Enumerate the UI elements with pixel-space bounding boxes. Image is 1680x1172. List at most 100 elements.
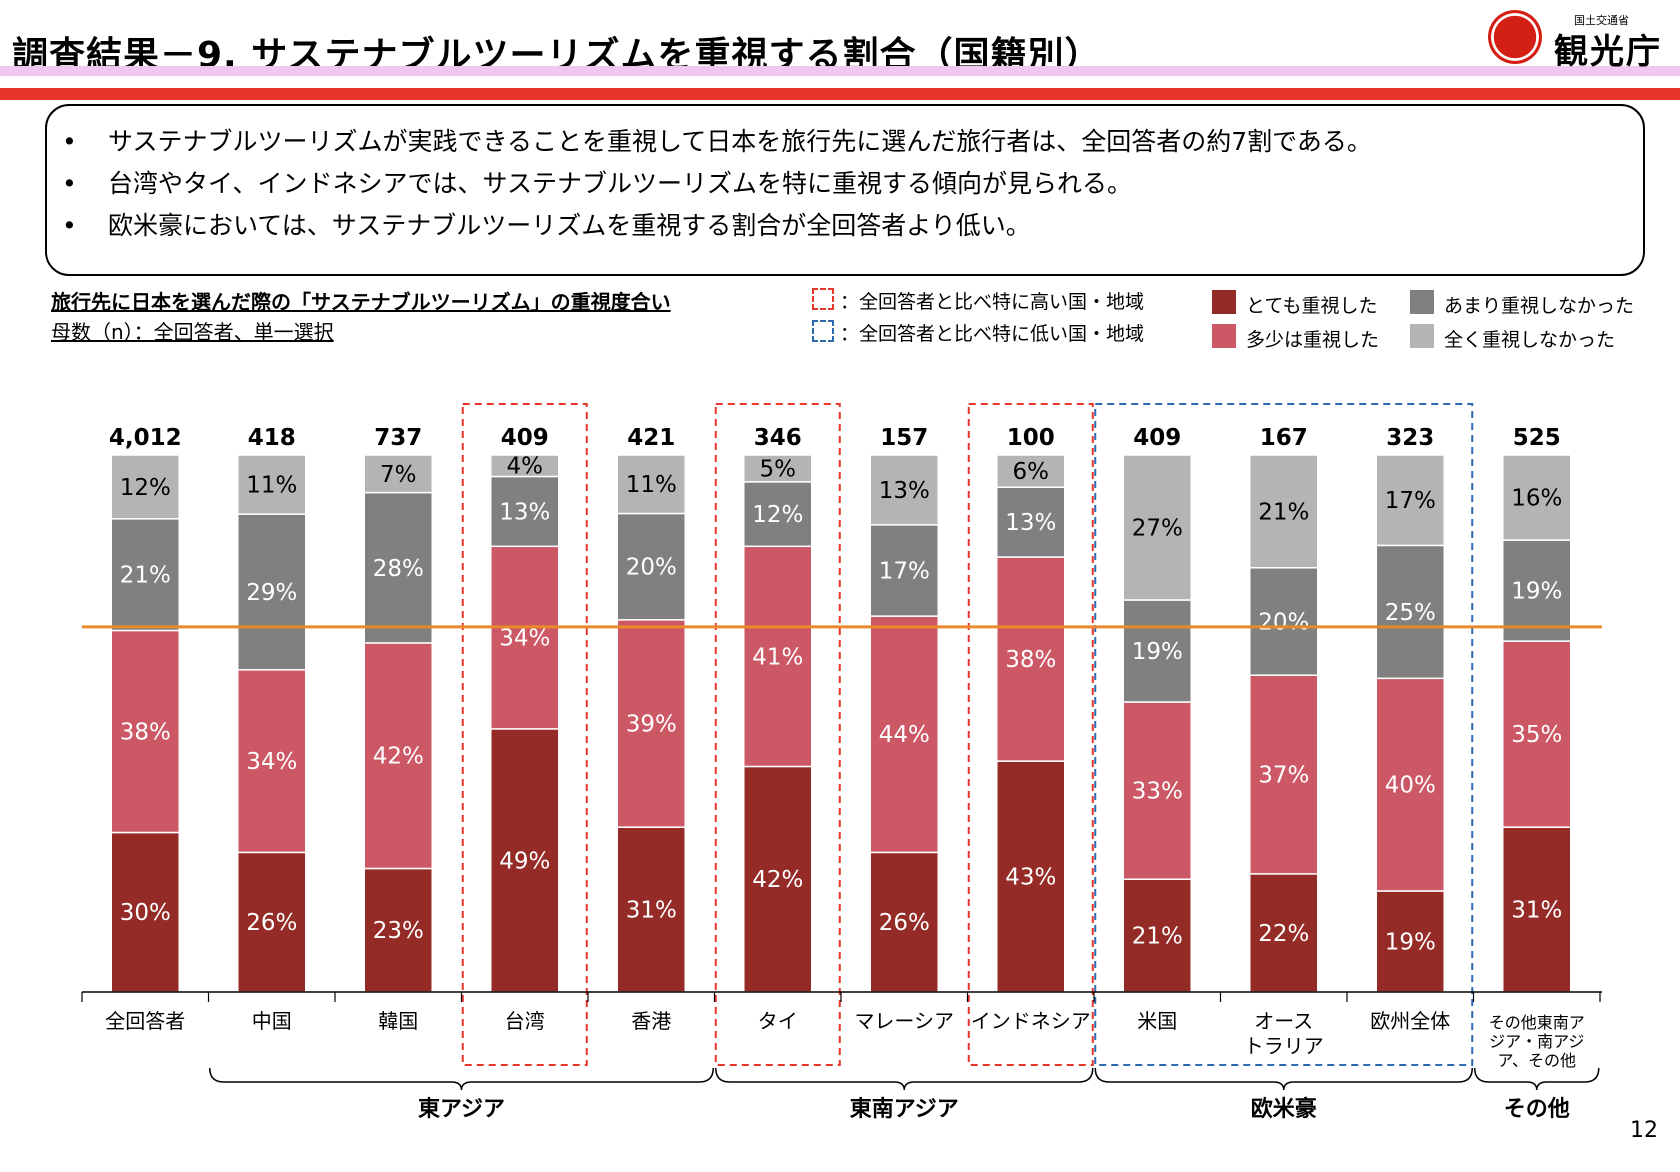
bar-segment xyxy=(1502,826,1572,993)
n-count-label: 409 xyxy=(1133,425,1181,451)
bar-value-label: 20% xyxy=(1258,609,1309,635)
bar-value-label: 21% xyxy=(1132,924,1183,950)
category-label: ジア・南アジ xyxy=(1489,1032,1584,1051)
n-count-label: 4,012 xyxy=(109,425,182,451)
bar-value-label: 39% xyxy=(626,712,677,738)
bar-value-label: 11% xyxy=(246,473,297,499)
bar-value-label: 5% xyxy=(760,456,797,482)
legend-swatch xyxy=(1212,324,1236,348)
bar-value-label: 17% xyxy=(1385,488,1436,514)
bar-segment xyxy=(1502,454,1572,541)
high-highlight-box xyxy=(967,403,1094,1066)
category-label: インドネシア xyxy=(971,1009,1091,1033)
group-brace xyxy=(209,1067,714,1091)
category-label: マレーシア xyxy=(854,1009,954,1033)
category-label: 全回答者 xyxy=(105,1009,185,1033)
category-label: 香港 xyxy=(631,1009,671,1033)
sun-logo-icon xyxy=(1488,10,1542,64)
category-label: ア、その他 xyxy=(1498,1051,1576,1070)
bar-segment xyxy=(1375,454,1445,547)
bar-value-label: 20% xyxy=(626,555,677,581)
title-red-rule xyxy=(0,88,1680,100)
bar-segment xyxy=(996,556,1066,762)
bullet-icon: • xyxy=(62,211,77,240)
bar-segment xyxy=(1249,567,1319,676)
bar-segment xyxy=(1249,873,1319,993)
bar-value-label: 21% xyxy=(1258,499,1309,525)
n-count-label: 167 xyxy=(1260,425,1308,451)
low-highlight-box xyxy=(1094,403,1474,1066)
bar-segment xyxy=(237,454,307,515)
bar-value-label: 34% xyxy=(246,749,297,775)
bar-value-label: 23% xyxy=(373,918,424,944)
bar-value-label: 19% xyxy=(1132,639,1183,665)
bar-segment xyxy=(743,765,813,993)
bar-value-label: 29% xyxy=(246,580,297,606)
group-label: その他 xyxy=(1504,1097,1570,1122)
legend-swatch xyxy=(1410,290,1434,314)
bar-segment xyxy=(490,475,560,548)
bar-segment xyxy=(869,454,939,526)
chart-base-note: 母数（n）：全回答者、単一選択 xyxy=(51,320,334,344)
category-label: トラリア xyxy=(1244,1034,1324,1058)
bar-value-label: 27% xyxy=(1132,515,1183,541)
bar-value-label: 12% xyxy=(120,475,171,501)
agency-logo: 国土交通省 観光庁 xyxy=(1488,8,1668,72)
group-label: 東南アジア xyxy=(850,1097,959,1122)
summary-line-3: • 欧米豪においては、サステナブルツーリズムを重視する割合が全回答者より低い。 xyxy=(62,211,1031,240)
bar-value-label: 17% xyxy=(879,558,930,584)
legend-swatch xyxy=(1410,324,1434,348)
bar-value-label: 43% xyxy=(1005,865,1056,891)
bar-value-label: 4% xyxy=(507,454,544,480)
bar-value-label: 35% xyxy=(1511,722,1562,748)
bar-value-label: 26% xyxy=(246,910,297,936)
bar-segment xyxy=(996,486,1066,558)
bar-segment xyxy=(743,454,813,483)
bar-value-label: 42% xyxy=(752,867,803,893)
bar-segment xyxy=(616,826,686,993)
bar-segment xyxy=(110,454,180,520)
bar-value-label: 19% xyxy=(1385,929,1436,955)
bar-segment xyxy=(237,669,307,854)
group-label: 東アジア xyxy=(418,1097,505,1122)
category-label: 台湾 xyxy=(505,1009,545,1033)
n-count-label: 323 xyxy=(1386,425,1434,451)
group-brace xyxy=(715,1067,1094,1091)
bar-segment xyxy=(616,454,686,515)
category-label: 米国 xyxy=(1137,1009,1177,1033)
n-count-label: 737 xyxy=(374,425,422,451)
bar-segment xyxy=(1122,878,1192,993)
bar-value-label: 41% xyxy=(752,644,803,670)
bar-segment xyxy=(1375,890,1445,993)
bar-segment xyxy=(743,481,813,548)
bar-segment xyxy=(237,513,307,671)
n-count-label: 525 xyxy=(1513,425,1561,451)
group-brace xyxy=(1474,1067,1600,1091)
bar-segment xyxy=(1249,674,1319,875)
legend-low-label: ：全回答者と比べ特に低い国・地域 xyxy=(840,323,1145,345)
bullet-icon: • xyxy=(62,127,77,156)
legend-swatch xyxy=(1212,290,1236,314)
bar-value-label: 22% xyxy=(1258,921,1309,947)
bar-segment xyxy=(110,629,180,834)
bar-value-label: 25% xyxy=(1385,600,1436,626)
bar-value-label: 11% xyxy=(626,472,677,498)
bar-segment xyxy=(1375,677,1445,892)
bar-value-label: 44% xyxy=(879,722,930,748)
bar-segment xyxy=(110,831,180,993)
bar-segment xyxy=(1122,454,1192,601)
category-label: 中国 xyxy=(252,1009,292,1033)
high-highlight-box xyxy=(461,403,588,1066)
chart-subtitle: 旅行先に日本を選んだ際の「サステナブルツーリズム」の重視度合い xyxy=(51,290,671,314)
category-label: タイ xyxy=(758,1009,798,1033)
bar-segment xyxy=(1502,539,1572,642)
group-brace xyxy=(1094,1067,1473,1091)
high-highlight-legend-icon xyxy=(812,288,834,310)
bar-value-label: 16% xyxy=(1511,486,1562,512)
bar-value-label: 34% xyxy=(499,626,550,652)
bar-segment xyxy=(869,615,939,854)
summary-box: • サステナブルツーリズムが実践できることを重視して日本を旅行先に選んだ旅行者は、… xyxy=(45,104,1645,276)
bar-segment xyxy=(363,454,433,494)
category-label: オース xyxy=(1254,1009,1313,1033)
